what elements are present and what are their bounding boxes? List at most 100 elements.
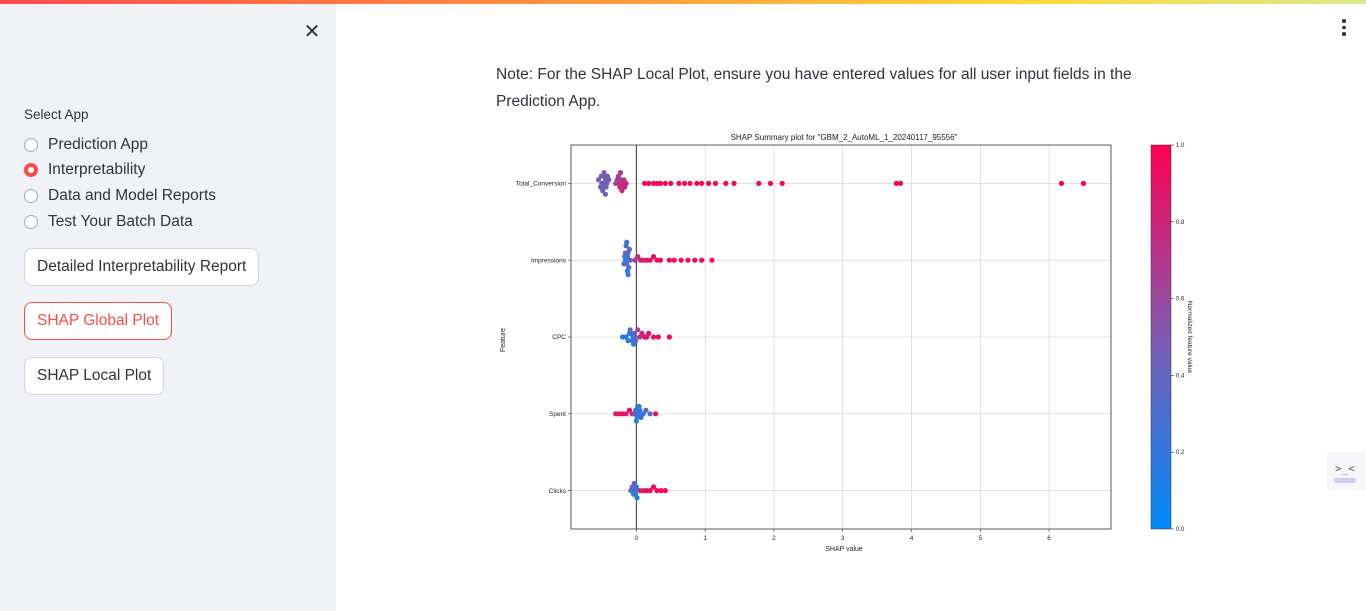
shap-global-plot-button[interactable]: SHAP Global Plot <box>24 302 173 340</box>
kebab-menu-icon[interactable] <box>1336 16 1352 40</box>
shap-point <box>666 257 672 263</box>
shap-summary-chart: SHAP Summary plot for "GBM_2_AutoML_1_20… <box>496 128 1216 563</box>
shap-point <box>635 327 641 333</box>
shap-point <box>668 180 674 186</box>
radio-label: Data and Model Reports <box>48 186 217 204</box>
shap-point <box>893 180 899 186</box>
shap-point <box>595 177 602 183</box>
shap-point <box>699 257 705 263</box>
shap-point <box>676 180 682 186</box>
shap-point <box>666 334 672 340</box>
shap-point <box>630 341 637 347</box>
shap-point <box>639 330 645 336</box>
radio-label: Test Your Batch Data <box>48 212 193 230</box>
sidebar: ✕ Select App Prediction App Interpretabi… <box>0 4 336 611</box>
shap-point <box>647 411 653 417</box>
radio-circle-icon <box>24 214 38 229</box>
y-tick-label: Total_Conversion <box>516 181 567 188</box>
shap-point <box>694 180 700 186</box>
shap-point <box>658 488 664 494</box>
shap-point <box>601 170 607 176</box>
shap-point <box>647 488 653 494</box>
radio-test-batch-data[interactable]: Test Your Batch Data <box>24 209 216 235</box>
y-tick-label: CPC <box>552 334 566 341</box>
shap-point <box>692 257 698 263</box>
points-layer <box>595 170 1087 501</box>
x-tick-label: 5 <box>978 535 982 542</box>
shap-point <box>709 257 715 263</box>
select-app-label: Select App <box>24 107 89 122</box>
shap-point <box>650 334 657 340</box>
radio-interpretability[interactable]: Interpretability <box>24 158 216 184</box>
colorbar-tick-label: 0.2 <box>1176 450 1185 456</box>
shap-point <box>626 407 633 413</box>
shap-point <box>685 257 691 263</box>
shap-summary-svg: SHAP Summary plot for "GBM_2_AutoML_1_20… <box>500 133 1193 553</box>
close-icon[interactable]: ✕ <box>303 21 321 43</box>
shap-point <box>650 254 657 260</box>
shap-point <box>1080 180 1087 186</box>
shap-point <box>654 488 660 494</box>
shap-point <box>779 180 785 186</box>
shap-point <box>657 180 664 186</box>
shap-point <box>635 254 641 260</box>
detailed-interpretability-report-button[interactable]: Detailed Interpretability Report <box>24 248 260 286</box>
shap-point <box>643 407 649 413</box>
shap-point <box>622 250 628 256</box>
colorbar-tick-label: 0.0 <box>1176 527 1185 533</box>
shap-point <box>619 188 625 194</box>
colorbar-ticks: 0.0 0.2 0.4 0.6 0.8 1.0 <box>1171 143 1185 533</box>
x-tick-label: 0 <box>635 535 639 542</box>
shap-point <box>603 184 609 190</box>
shap-point <box>678 257 684 263</box>
shap-point <box>662 488 668 494</box>
shap-point <box>625 272 631 278</box>
shap-point <box>627 257 633 263</box>
colorbar-tick-label: 0.8 <box>1176 220 1185 226</box>
x-tick-label: 3 <box>841 535 845 542</box>
shap-point <box>640 411 646 417</box>
shap-point <box>897 180 904 186</box>
shap-point <box>631 330 637 336</box>
shap-point <box>662 180 668 186</box>
shap-point <box>624 239 630 245</box>
radio-circle-icon <box>24 137 38 152</box>
shap-point <box>647 257 653 263</box>
shap-point <box>653 411 659 417</box>
radio-data-model-reports[interactable]: Data and Model Reports <box>24 183 216 209</box>
colorbar-tick-label: 1.0 <box>1176 143 1185 149</box>
shap-local-note: Note: For the SHAP Local Plot, ensure yo… <box>496 66 1132 110</box>
colorbar <box>1150 144 1172 530</box>
shap-point <box>687 180 693 186</box>
radio-selected-icon <box>24 163 38 178</box>
shap-point <box>655 334 661 340</box>
chart-title: SHAP Summary plot for "GBM_2_AutoML_1_20… <box>731 133 958 142</box>
shap-point <box>625 338 631 344</box>
axis-layer: 0 1 2 3 4 5 6 Total_Conversion Impressions CPC Spe… <box>516 181 1052 542</box>
shap-point <box>705 180 712 186</box>
side-panel-tab[interactable]: >_< <box>1326 452 1366 490</box>
radio-label: Interpretability <box>48 161 146 179</box>
colorbar-tick-label: 0.6 <box>1176 297 1185 303</box>
shap-point <box>634 495 640 501</box>
shap-point <box>1058 180 1065 186</box>
shap-point <box>633 418 639 424</box>
x-tick-label: 4 <box>910 535 914 542</box>
shap-point <box>681 180 688 186</box>
x-tick-label: 6 <box>1047 535 1051 542</box>
shap-point <box>627 327 633 333</box>
shap-point <box>632 257 638 263</box>
shap-point <box>723 180 729 186</box>
side-tab-bar <box>1334 478 1356 483</box>
shap-point <box>712 180 719 186</box>
radio-prediction-app[interactable]: Prediction App <box>24 132 216 158</box>
x-axis-label: SHAP value <box>825 546 863 553</box>
app-radio-group: Prediction App Interpretability Data and… <box>24 132 216 234</box>
shap-point <box>731 180 737 186</box>
radio-circle-icon <box>24 188 38 203</box>
shap-point <box>622 184 628 190</box>
shap-point <box>631 480 637 486</box>
shap-point <box>650 484 657 490</box>
shap-point <box>604 173 611 179</box>
shap-local-plot-button[interactable]: SHAP Local Plot <box>24 357 165 395</box>
